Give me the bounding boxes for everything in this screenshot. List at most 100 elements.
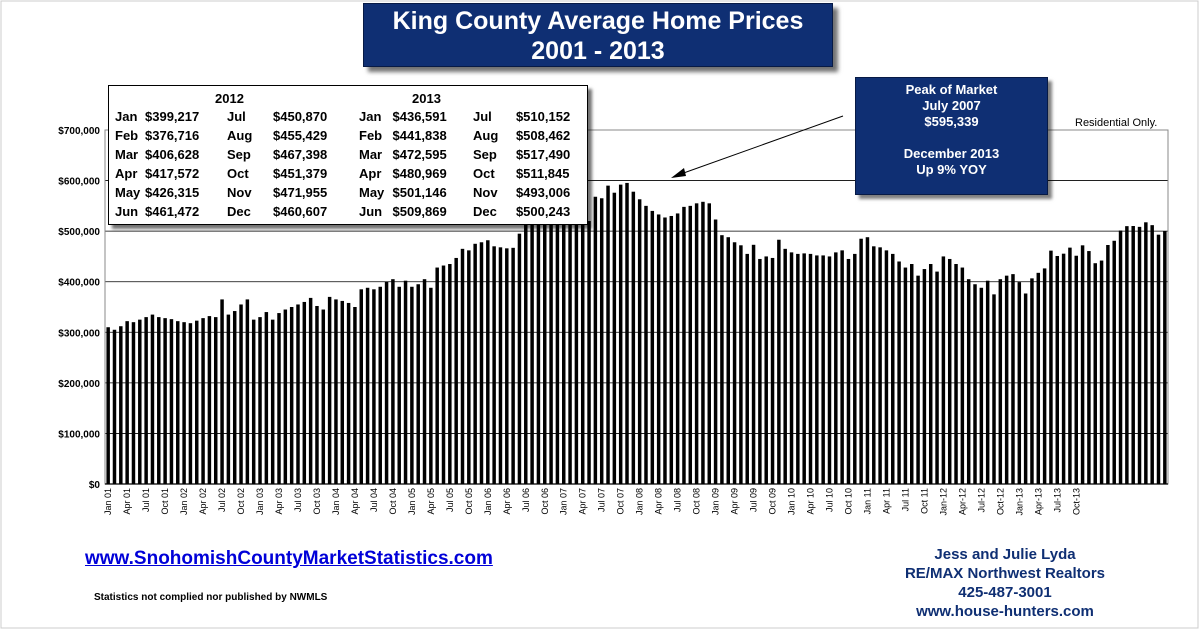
bar <box>612 192 617 484</box>
bar <box>903 267 908 484</box>
website-link[interactable]: www.SnohomishCountyMarketStatistics.com <box>85 548 493 569</box>
bar <box>739 245 743 484</box>
bar <box>751 244 756 484</box>
peak-arrow <box>677 115 844 176</box>
x-tick-label: Oct-13 <box>1071 488 1081 515</box>
bar <box>530 206 534 484</box>
bar <box>992 294 996 484</box>
table-row: Jan $399,217 Jul $450,870 <box>115 107 345 126</box>
bar <box>195 320 199 484</box>
bar <box>1131 226 1135 484</box>
month-cell: Oct <box>227 166 249 181</box>
bar <box>808 253 813 484</box>
bar <box>321 309 326 484</box>
bar <box>947 258 952 484</box>
bar <box>834 252 838 484</box>
x-tick-label: Oct-12 <box>995 488 1005 515</box>
month-cell: Jun <box>115 204 139 219</box>
bar <box>1030 278 1034 484</box>
table-row: Mar $472,595 Sep $517,490 <box>359 145 587 164</box>
price-cell: $472,595 <box>392 147 447 162</box>
x-tick-label: Jul 11 <box>900 488 910 511</box>
bar <box>580 211 585 484</box>
bar <box>821 255 825 484</box>
bar <box>1004 275 1009 484</box>
x-tick-label: Jan 06 <box>483 488 493 515</box>
price-cell: $451,379 <box>273 166 328 181</box>
bar <box>188 323 193 484</box>
bar <box>1118 230 1123 484</box>
bar <box>663 217 667 485</box>
x-tick-label: Jul 04 <box>369 488 379 512</box>
bar <box>1074 255 1078 484</box>
x-tick-label: Jul-13 <box>1052 488 1062 513</box>
bar <box>555 205 560 485</box>
x-tick-label: Apr 08 <box>654 488 664 515</box>
bar <box>928 264 933 484</box>
x-tick-label: Oct 01 <box>160 488 170 515</box>
residential-note: Residential Only. <box>1075 117 1158 129</box>
chart-title-box: King County Average Home Prices 2001 - 2… <box>363 3 833 67</box>
bar <box>372 289 376 484</box>
bar <box>169 319 174 484</box>
x-tick-label: Jul 06 <box>521 488 531 512</box>
bar <box>359 289 363 484</box>
x-tick-label: Jul 10 <box>824 488 834 512</box>
bar <box>745 253 749 484</box>
x-tick-label: Oct 04 <box>388 488 398 515</box>
bar <box>872 246 876 484</box>
bar <box>954 264 958 484</box>
bar <box>935 271 939 484</box>
bar <box>973 284 977 484</box>
bar <box>764 256 768 484</box>
x-tick-label: Oct 05 <box>464 488 474 515</box>
bar <box>549 200 553 485</box>
x-tick-label: Apr 07 <box>578 488 588 515</box>
bar <box>859 238 863 484</box>
x-tick-label: Apr 01 <box>122 488 132 515</box>
bar <box>846 258 851 484</box>
x-tick-label: Apr-13 <box>1033 488 1043 515</box>
bar <box>562 203 566 484</box>
contact-web[interactable]: www.house-hunters.com <box>916 603 1094 620</box>
bar <box>308 297 313 484</box>
bar <box>1068 247 1072 484</box>
bar <box>498 247 503 484</box>
bar <box>1080 245 1085 484</box>
price-cell: $493,006 <box>515 185 571 200</box>
bar <box>448 264 452 484</box>
bar <box>675 213 680 484</box>
bar <box>378 286 382 484</box>
bar <box>910 264 914 484</box>
y-tick-label: $400,000 <box>58 278 100 289</box>
bar <box>524 213 528 484</box>
bar <box>340 300 345 484</box>
x-tick-label: Jul 09 <box>749 488 759 512</box>
y-tick-label: $700,000 <box>58 126 100 137</box>
bar <box>682 206 686 484</box>
bar <box>226 314 231 484</box>
bar <box>397 286 401 484</box>
bar <box>125 321 129 484</box>
bar <box>726 237 730 484</box>
bar <box>384 281 389 484</box>
contact-company: RE/MAX Northwest Realtors <box>904 565 1106 582</box>
bar <box>511 247 515 484</box>
year-2012-heading: 2012 <box>215 91 244 106</box>
month-cell: Jul <box>227 109 246 124</box>
price-cell: $406,628 <box>145 147 200 162</box>
x-tick-label: Jan 08 <box>635 488 645 515</box>
bar <box>150 314 155 484</box>
bar <box>251 319 256 484</box>
price-cell: $500,243 <box>515 204 571 219</box>
x-tick-label: Jul-12 <box>976 488 986 513</box>
bar <box>1036 272 1041 484</box>
bar <box>422 279 427 484</box>
x-tick-label: Apr 05 <box>426 488 436 515</box>
x-tick-label: Oct 10 <box>843 488 853 515</box>
x-tick-label: Jul 07 <box>597 488 607 512</box>
x-tick-label: Oct 11 <box>919 488 929 514</box>
bar <box>644 205 648 485</box>
disclaimer-note: Statistics not complied nor published by… <box>94 592 328 603</box>
bar <box>353 307 357 484</box>
